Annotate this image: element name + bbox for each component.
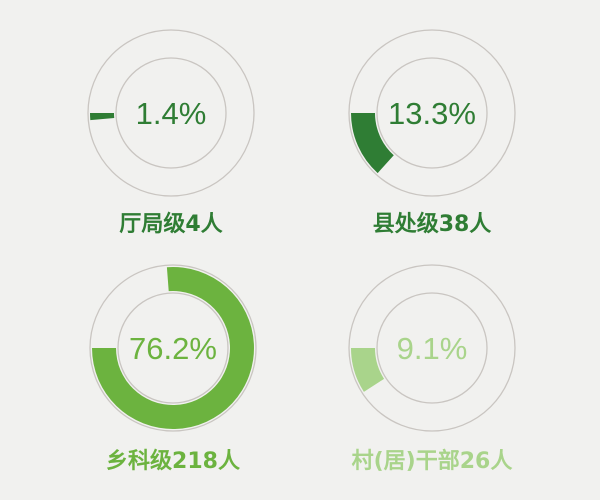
percent-label: 9.1% bbox=[397, 331, 468, 366]
outer-ring bbox=[348, 264, 516, 432]
donut-1: 1.4% 厅局级4人 bbox=[87, 29, 255, 237]
category-label: 县处级38人 bbox=[373, 211, 492, 237]
donut-4: 9.1% 村(居)干部26人 bbox=[348, 264, 516, 474]
inner-ring bbox=[115, 57, 227, 169]
donut-slice bbox=[92, 267, 254, 429]
donut-slice bbox=[351, 113, 394, 174]
inner-ring bbox=[376, 57, 488, 169]
category-label: 村(居)干部26人 bbox=[352, 448, 513, 474]
outer-ring bbox=[348, 29, 516, 197]
percent-label: 1.4% bbox=[136, 96, 207, 131]
donut-slice bbox=[90, 113, 115, 121]
category-label: 乡科级218人 bbox=[106, 448, 240, 474]
inner-ring bbox=[376, 292, 488, 404]
donut-slice bbox=[351, 348, 385, 392]
donut-2: 13.3% 县处级38人 bbox=[348, 29, 516, 237]
percent-label: 76.2% bbox=[129, 331, 217, 366]
category-label: 厅局级4人 bbox=[119, 211, 222, 237]
donut-3: 76.2% 乡科级218人 bbox=[89, 264, 257, 474]
inner-ring bbox=[117, 292, 229, 404]
outer-ring bbox=[89, 264, 257, 432]
outer-ring bbox=[87, 29, 255, 197]
percent-label: 13.3% bbox=[388, 96, 476, 131]
